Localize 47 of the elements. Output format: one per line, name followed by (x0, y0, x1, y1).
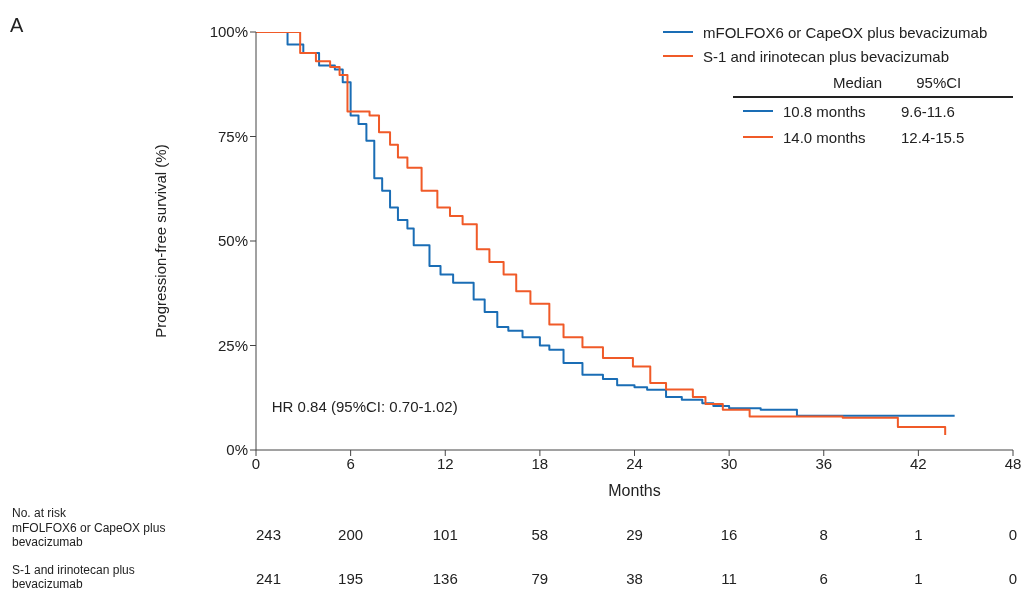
x-tick-label: 18 (531, 454, 549, 472)
x-tick-label: 36 (815, 454, 833, 472)
text: 200 (338, 526, 364, 543)
x-tick-label: 12 (436, 454, 454, 472)
x-axis-title: Months (608, 482, 661, 500)
annotation: 12.4-15.5 (901, 128, 965, 146)
text: S-1 and irinotecan plus bevacizumab (12, 563, 136, 591)
text: 79 (531, 570, 549, 587)
text: No. at risk (12, 506, 67, 520)
y-tick-label: 50% (217, 232, 248, 250)
annotation: 14.0 months (783, 128, 867, 146)
x-tick-label: 42 (910, 454, 927, 472)
legend-label: mFOLFOX6 or CapeOX plus bevacizumab (703, 23, 988, 41)
text: 241 (256, 570, 282, 587)
y-tick-label: 25% (217, 336, 248, 354)
x-tick-label: 30 (720, 454, 738, 472)
annotation: HR 0.84 (95%CI: 0.70-1.02) (271, 398, 458, 415)
text: 0 (1008, 526, 1018, 543)
legend-label: S-1 and irinotecan plus bevacizumab (703, 47, 949, 65)
text: 0 (1008, 570, 1018, 587)
text: 195 (338, 570, 364, 587)
text: 6 (819, 570, 828, 587)
text: 101 (432, 526, 458, 543)
text: 29 (626, 526, 643, 543)
text: 243 (256, 526, 282, 543)
annotation: Median (833, 73, 883, 91)
text: mFOLFOX6 or CapeOX plus bevacizumab (12, 521, 167, 549)
text: 11 (721, 570, 737, 587)
text: 1 (914, 526, 923, 543)
annotation: 10.8 months (783, 102, 867, 120)
x-tick-label: 0 (251, 454, 261, 472)
y-tick-label: 0% (226, 441, 248, 459)
text: A (10, 14, 24, 37)
text: 38 (626, 570, 643, 587)
y-axis-title: Progression-free survival (%) (151, 144, 169, 338)
y-tick-label: 100% (209, 23, 248, 41)
text: 58 (531, 526, 549, 543)
annotation: 9.6-11.6 (901, 102, 955, 120)
y-tick-label: 75% (217, 127, 248, 145)
text: 136 (432, 570, 458, 587)
x-tick-label: 6 (346, 454, 355, 472)
text: 16 (720, 526, 738, 543)
text: 1 (914, 570, 923, 587)
text: 8 (819, 526, 828, 543)
x-tick-label: 24 (626, 454, 643, 472)
annotation: 95%CI (916, 73, 962, 91)
x-tick-label: 48 (1004, 454, 1022, 472)
